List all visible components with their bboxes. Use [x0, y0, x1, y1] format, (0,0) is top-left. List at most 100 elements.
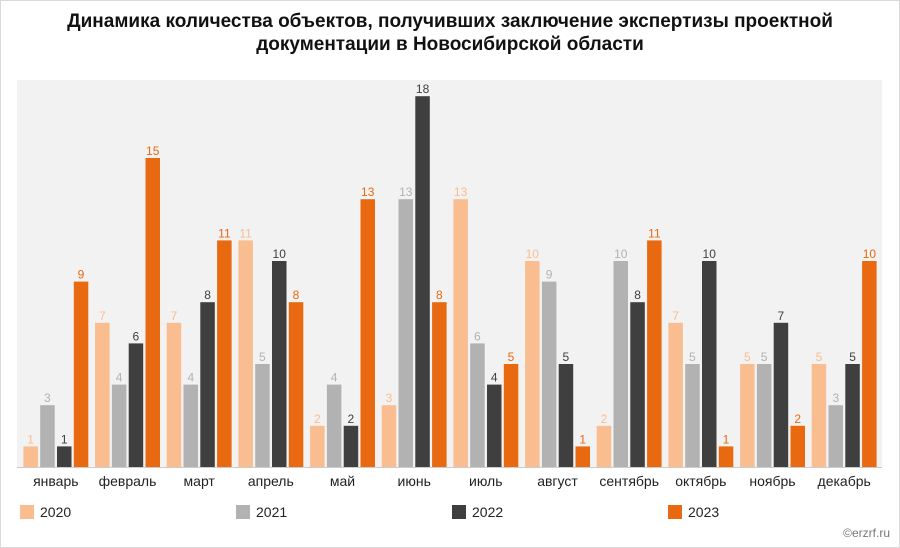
data-label-2021-7: 9 [546, 268, 553, 282]
data-label-2022-9: 10 [703, 247, 717, 261]
data-label-2020-0: 1 [27, 432, 34, 446]
data-label-2023-7: 1 [579, 432, 586, 446]
bar-2022-2 [200, 302, 215, 467]
bar-2021-9 [685, 364, 700, 467]
data-label-2021-10: 5 [761, 350, 768, 364]
bar-2020-7 [525, 261, 540, 467]
legend-item-2023: 2023 [668, 502, 719, 522]
data-label-2021-6: 6 [474, 329, 481, 343]
bar-2023-11 [862, 261, 877, 467]
bar-2023-2 [217, 240, 232, 467]
bar-2020-8 [596, 425, 612, 467]
plot-area [17, 80, 882, 468]
x-tick-label-1: февраль [99, 473, 157, 489]
bar-2023-1 [145, 158, 160, 467]
bar-2023-6 [503, 364, 519, 467]
data-label-2021-8: 10 [614, 247, 628, 261]
data-label-2022-10: 7 [778, 309, 785, 323]
x-tick-label-4: май [330, 473, 355, 489]
bar-2020-10 [740, 364, 755, 467]
data-label-2020-8: 2 [601, 412, 608, 426]
legend-label: 2023 [688, 504, 720, 520]
data-label-2022-5: 18 [416, 82, 430, 96]
data-label-2023-1: 15 [146, 144, 160, 158]
data-label-2022-11: 5 [849, 350, 856, 364]
bar-2020-11 [811, 364, 827, 467]
legend-swatch [452, 505, 466, 519]
legend-label: 2021 [256, 504, 288, 520]
data-label-2020-1: 7 [99, 309, 106, 323]
data-label-2023-5: 8 [436, 288, 443, 302]
bar-2020-9 [668, 322, 683, 467]
data-label-2021-4: 4 [331, 371, 338, 385]
bar-2022-0 [57, 446, 72, 467]
bar-2022-1 [128, 343, 144, 467]
data-label-2021-5: 13 [399, 185, 413, 199]
bar-2021-8 [613, 261, 628, 467]
data-label-2023-11: 10 [863, 247, 877, 261]
data-label-2023-4: 13 [361, 185, 375, 199]
bar-2022-10 [773, 322, 789, 467]
bar-2023-0 [73, 281, 89, 467]
x-tick-label-7: август [537, 473, 578, 489]
data-label-2021-1: 4 [116, 371, 123, 385]
bar-2021-1 [111, 384, 127, 467]
legend-label: 2020 [40, 504, 72, 520]
x-tick-label-10: ноябрь [749, 473, 795, 489]
bar-2022-6 [487, 384, 502, 467]
data-label-2020-4: 2 [314, 412, 321, 426]
legend-item-2021: 2021 [236, 502, 287, 522]
data-label-2021-0: 3 [44, 391, 51, 405]
bar-2021-6 [470, 343, 485, 467]
bar-2023-5 [432, 302, 447, 467]
bar-2021-2 [183, 384, 198, 467]
bar-2020-2 [166, 322, 182, 467]
data-label-2022-0: 1 [61, 432, 68, 446]
x-tick-label-2: март [184, 473, 216, 489]
bar-2023-8 [647, 240, 662, 467]
data-label-2020-9: 7 [672, 309, 679, 323]
legend-swatch [236, 505, 250, 519]
x-tick-label-9: октябрь [675, 473, 726, 489]
x-tick-label-3: апрель [248, 473, 294, 489]
bar-2022-9 [702, 261, 717, 467]
legend-item-2022: 2022 [452, 502, 503, 522]
bar-2022-4 [343, 425, 359, 467]
x-tick-label-6: июль [469, 473, 502, 489]
data-label-2022-4: 2 [348, 412, 355, 426]
legend-swatch [20, 505, 34, 519]
bar-2022-8 [630, 302, 645, 467]
data-label-2021-2: 4 [187, 371, 194, 385]
data-label-2021-11: 3 [832, 391, 839, 405]
bar-2020-1 [95, 322, 110, 467]
watermark: ©erzrf.ru [843, 526, 890, 540]
bar-2020-3 [238, 240, 253, 467]
data-label-2022-7: 5 [563, 350, 570, 364]
data-label-2022-1: 6 [133, 329, 140, 343]
data-label-2023-0: 9 [78, 268, 85, 282]
x-tick-label-5: июнь [398, 473, 431, 489]
data-label-2020-10: 5 [744, 350, 751, 364]
data-label-2022-3: 10 [273, 247, 287, 261]
bar-2022-7 [558, 364, 574, 467]
bar-2021-4 [326, 384, 342, 467]
bar-2023-10 [790, 425, 805, 467]
bar-2023-7 [575, 446, 590, 467]
bar-2023-9 [718, 446, 734, 467]
data-label-2023-6: 5 [508, 350, 515, 364]
x-tick-label-0: январь [33, 473, 78, 489]
data-label-2020-2: 7 [171, 309, 178, 323]
bar-2021-7 [541, 281, 557, 467]
bar-2023-4 [360, 199, 375, 467]
legend-swatch [668, 505, 682, 519]
x-tick-label-11: декабрь [818, 473, 871, 489]
data-label-2021-3: 5 [259, 350, 266, 364]
data-label-2020-11: 5 [816, 350, 823, 364]
bar-2021-11 [828, 405, 843, 467]
bar-2022-3 [272, 261, 287, 467]
bar-2021-3 [255, 364, 270, 467]
data-label-2023-2: 11 [218, 226, 231, 240]
bar-2022-5 [415, 96, 430, 467]
x-tick-label-8: сентябрь [599, 473, 659, 489]
